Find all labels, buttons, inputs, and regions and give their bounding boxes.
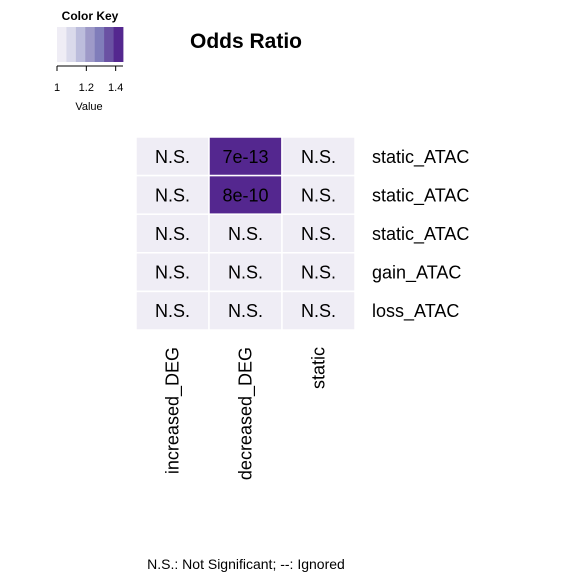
color-key-swatch bbox=[57, 27, 67, 62]
heatmap-cell-label: N.S. bbox=[301, 301, 336, 321]
heatmap-cell-label: N.S. bbox=[228, 224, 263, 244]
color-key-swatch bbox=[66, 27, 77, 62]
column-label: static bbox=[309, 347, 329, 389]
row-label: static_ATAC bbox=[372, 185, 469, 206]
row-label: gain_ATAC bbox=[372, 263, 461, 284]
heatmap-cell-label: N.S. bbox=[301, 263, 336, 283]
color-key-tick-label: 1.4 bbox=[108, 82, 123, 94]
column-labels: increased_DEG decreased_DEG static bbox=[163, 347, 329, 480]
heatmap-cell bbox=[281, 252, 356, 293]
column-label: increased_DEG bbox=[163, 347, 184, 474]
heatmap-cell-label: N.S. bbox=[155, 224, 190, 244]
heatmap-cell bbox=[208, 290, 283, 331]
color-key-title: Color Key bbox=[62, 9, 119, 23]
heatmap-cell-label: 7e-13 bbox=[222, 147, 268, 167]
color-key-swatch bbox=[85, 27, 96, 62]
column-label: decreased_DEG bbox=[236, 347, 257, 480]
color-key: Color Key 1 1.2 1.4 Value bbox=[54, 9, 124, 113]
row-label: loss_ATAC bbox=[372, 301, 459, 322]
heatmap-cell bbox=[135, 136, 210, 177]
row-label: static_ATAC bbox=[372, 147, 469, 168]
color-key-axis-label: Value bbox=[75, 101, 102, 113]
heatmap-cell-label: N.S. bbox=[155, 301, 190, 321]
heatmap-cell-label: N.S. bbox=[228, 263, 263, 283]
heatmap-cell bbox=[135, 252, 210, 293]
heatmap-cell bbox=[208, 252, 283, 293]
heatmap-cell bbox=[281, 290, 356, 331]
heatmap-cell-label: N.S. bbox=[301, 224, 336, 244]
color-key-swatch bbox=[104, 27, 114, 62]
heatmap-cell-label: N.S. bbox=[155, 185, 190, 205]
chart-title: Odds Ratio bbox=[190, 30, 302, 53]
heatmap-cell bbox=[281, 136, 356, 177]
heatmap-cell-label: 8e-10 bbox=[222, 185, 268, 205]
row-labels: static_ATAC static_ATAC static_ATAC gain_AT… bbox=[372, 147, 469, 322]
heatmap-cells bbox=[135, 136, 356, 331]
heatmap-cell-label: N.S. bbox=[155, 263, 190, 283]
heatmap-cell-label: N.S. bbox=[301, 185, 336, 205]
heatmap-cell-labels: N.S. 7e-13 N.S. N.S. 8e-10 N.S. N.S. N.S. N.S. N.… bbox=[155, 147, 336, 321]
heatmap-cell bbox=[135, 290, 210, 331]
row-label: static_ATAC bbox=[372, 224, 469, 245]
color-key-swatch bbox=[94, 27, 105, 62]
color-key-tick-label: 1 bbox=[54, 82, 60, 94]
color-key-axis: 1 1.2 1.4 bbox=[54, 65, 123, 94]
color-key-swatches bbox=[57, 27, 124, 62]
heatmap-cell bbox=[281, 213, 356, 254]
color-key-swatch bbox=[113, 27, 124, 62]
heatmap-cell-label: N.S. bbox=[228, 301, 263, 321]
color-key-tick-label: 1.2 bbox=[79, 82, 94, 94]
heatmap-cell-label: N.S. bbox=[155, 147, 190, 167]
footnote: N.S.: Not Significant; --: Ignored bbox=[147, 556, 345, 572]
heatmap-cell-label: N.S. bbox=[301, 147, 336, 167]
heatmap-cell bbox=[281, 174, 356, 215]
color-key-swatch bbox=[75, 27, 86, 62]
